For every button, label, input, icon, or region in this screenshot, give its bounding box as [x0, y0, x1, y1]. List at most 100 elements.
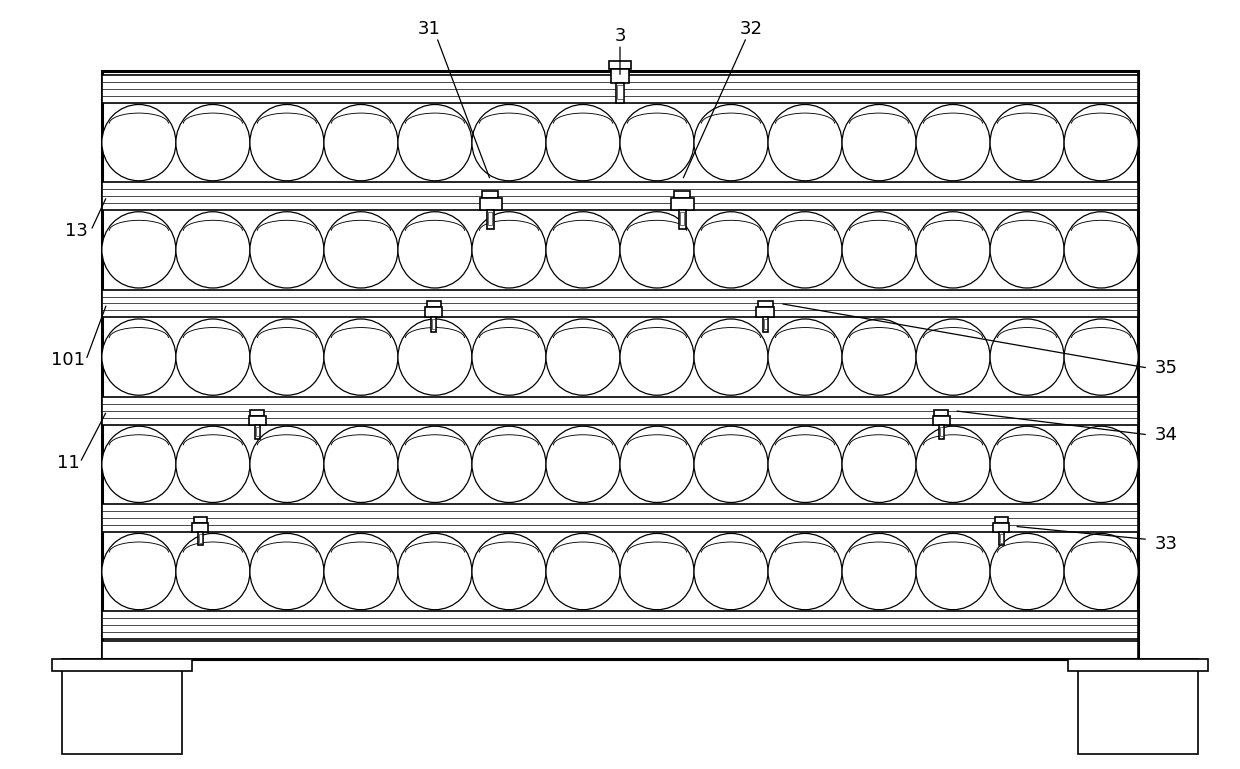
Bar: [764, 319, 768, 329]
Ellipse shape: [176, 105, 250, 181]
Ellipse shape: [472, 319, 546, 395]
Bar: [618, 85, 622, 99]
Ellipse shape: [398, 319, 472, 395]
Ellipse shape: [1064, 105, 1138, 181]
Ellipse shape: [694, 105, 768, 181]
Ellipse shape: [250, 319, 324, 395]
Ellipse shape: [990, 105, 1064, 181]
Ellipse shape: [1064, 211, 1138, 288]
Bar: [424, 308, 443, 318]
Bar: [257, 427, 259, 435]
Bar: [1069, 659, 1208, 671]
Bar: [671, 198, 694, 210]
Ellipse shape: [620, 426, 694, 502]
Ellipse shape: [694, 426, 768, 502]
Ellipse shape: [546, 319, 620, 395]
Ellipse shape: [546, 211, 620, 288]
Text: 31: 31: [417, 20, 440, 38]
Bar: [62, 659, 181, 754]
Bar: [1001, 534, 1003, 543]
Text: 34: 34: [1154, 426, 1178, 444]
Ellipse shape: [176, 426, 250, 502]
Ellipse shape: [102, 319, 176, 395]
Bar: [680, 210, 686, 229]
Bar: [250, 410, 264, 416]
Ellipse shape: [250, 105, 324, 181]
Ellipse shape: [842, 426, 916, 502]
Bar: [993, 523, 1009, 532]
Ellipse shape: [176, 319, 250, 395]
Ellipse shape: [842, 319, 916, 395]
Text: 32: 32: [740, 20, 763, 38]
Ellipse shape: [472, 426, 546, 502]
Ellipse shape: [398, 105, 472, 181]
Bar: [756, 308, 774, 318]
Ellipse shape: [398, 211, 472, 288]
Ellipse shape: [250, 426, 324, 502]
Ellipse shape: [546, 534, 620, 610]
Ellipse shape: [102, 105, 176, 181]
Ellipse shape: [472, 211, 546, 288]
Ellipse shape: [990, 319, 1064, 395]
Text: 11: 11: [57, 454, 79, 471]
Text: 33: 33: [1154, 535, 1178, 554]
Ellipse shape: [842, 534, 916, 610]
Ellipse shape: [250, 211, 324, 288]
Ellipse shape: [916, 319, 990, 395]
Ellipse shape: [768, 319, 842, 395]
Ellipse shape: [1064, 534, 1138, 610]
Bar: [489, 212, 492, 225]
Bar: [102, 290, 1138, 318]
Ellipse shape: [1064, 426, 1138, 502]
Ellipse shape: [472, 534, 546, 610]
Ellipse shape: [176, 534, 250, 610]
Bar: [487, 210, 495, 229]
Ellipse shape: [620, 319, 694, 395]
Text: 101: 101: [51, 351, 86, 369]
Bar: [611, 69, 629, 83]
Bar: [427, 301, 441, 308]
Bar: [433, 319, 435, 329]
Ellipse shape: [102, 211, 176, 288]
Ellipse shape: [916, 426, 990, 502]
Ellipse shape: [398, 534, 472, 610]
Ellipse shape: [694, 319, 768, 395]
Ellipse shape: [916, 211, 990, 288]
Bar: [763, 318, 768, 332]
Bar: [249, 416, 267, 424]
Ellipse shape: [102, 534, 176, 610]
Ellipse shape: [324, 426, 398, 502]
Bar: [102, 72, 1138, 659]
Ellipse shape: [250, 534, 324, 610]
Ellipse shape: [102, 426, 176, 502]
Bar: [198, 532, 203, 544]
Bar: [482, 191, 498, 198]
Bar: [758, 301, 773, 308]
Ellipse shape: [176, 211, 250, 288]
Ellipse shape: [324, 319, 398, 395]
Bar: [102, 641, 1138, 659]
Ellipse shape: [916, 105, 990, 181]
Ellipse shape: [324, 534, 398, 610]
Ellipse shape: [546, 105, 620, 181]
Ellipse shape: [1064, 319, 1138, 395]
Bar: [675, 191, 691, 198]
Ellipse shape: [916, 534, 990, 610]
Bar: [102, 504, 1138, 532]
Ellipse shape: [324, 211, 398, 288]
Ellipse shape: [546, 426, 620, 502]
Ellipse shape: [990, 211, 1064, 288]
Ellipse shape: [842, 211, 916, 288]
Bar: [195, 517, 207, 523]
Bar: [102, 182, 1138, 210]
Bar: [616, 83, 624, 103]
Ellipse shape: [472, 105, 546, 181]
Bar: [200, 534, 202, 543]
Bar: [102, 75, 1138, 103]
Bar: [1079, 659, 1198, 754]
Ellipse shape: [768, 105, 842, 181]
Ellipse shape: [620, 211, 694, 288]
Bar: [432, 318, 436, 332]
Bar: [681, 212, 684, 225]
Ellipse shape: [694, 211, 768, 288]
